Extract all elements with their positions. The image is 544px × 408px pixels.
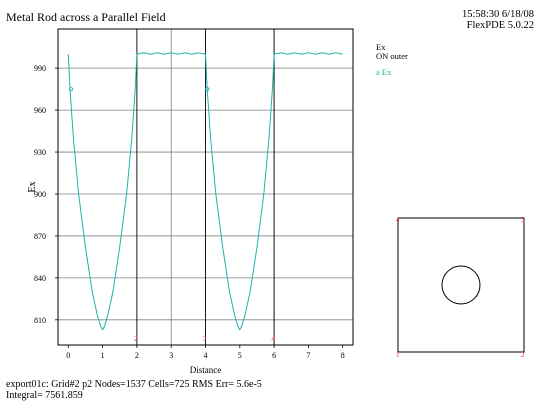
x-tick-label-0: 0 (66, 351, 70, 360)
x-tick-label-8: 8 (341, 351, 345, 360)
x-tick-label-6: 6 (272, 351, 276, 360)
inset-corner-label-1: 1 (396, 351, 400, 359)
boundary-marker-3: 3 (203, 335, 207, 343)
boundary-marker-2: 2 (134, 335, 138, 343)
domain-inset: 1 2 3 4 (396, 216, 525, 359)
footer-grid-stats: export01c: Grid#2 p2 Nodes=1537 Cells=72… (6, 379, 262, 390)
y-tick-label-840: 840 (34, 274, 46, 283)
boundary-marker-4: 4 (271, 335, 275, 343)
axis-ticks: 810 840 870 900 930 960 990 0 1 2 3 4 5 6 7 8 (34, 64, 345, 360)
inset-outer-square (397, 217, 525, 353)
y-tick-label-810: 810 (34, 316, 46, 325)
series-marker-1 (205, 87, 210, 92)
y-tick-label-870: 870 (34, 232, 46, 241)
y-tick-label-960: 960 (34, 106, 46, 115)
version-label: FlexPDE 5.0.22 (466, 20, 534, 31)
x-axis-label: Distance (190, 365, 222, 375)
series-marker-0 (69, 87, 74, 92)
y-tick-label-990: 990 (34, 64, 46, 73)
inset-corner-label-3: 3 (521, 216, 525, 224)
footer-info: export01c: Grid#2 p2 Nodes=1537 Cells=72… (6, 379, 262, 401)
y-tick-label-930: 930 (34, 148, 46, 157)
timestamp: 15:58:30 6/18/08 (461, 9, 534, 20)
inset-rod-circle (441, 265, 481, 305)
legend-context: ON outer (376, 51, 408, 61)
boundary-markers: 2 3 4 (134, 29, 275, 345)
footer-integral: Integral= 7561.859 (6, 390, 83, 401)
inset-corner-label-2: 2 (521, 351, 525, 359)
series-line-ex (67, 52, 343, 331)
chart-title: Metal Rod across a Parallel Field (6, 10, 166, 24)
legend-quantity: Ex (376, 42, 386, 52)
x-tick-label-7: 7 (306, 351, 310, 360)
legend: Ex ON outer a Ex (376, 43, 408, 77)
x-tick-label-2: 2 (135, 351, 139, 360)
y-axis-label: Ex (27, 181, 38, 192)
x-tick-label-3: 3 (169, 351, 173, 360)
x-tick-label-4: 4 (204, 351, 208, 360)
x-tick-label-1: 1 (101, 351, 105, 360)
x-tick-label-5: 5 (238, 351, 242, 360)
legend-series-ex: a Ex (376, 67, 392, 77)
series-wiggles (69, 87, 210, 92)
timestamp-block: 15:58:30 6/18/08 FlexPDE 5.0.22 (462, 9, 534, 31)
y-tick-label-900: 900 (34, 190, 46, 199)
inset-corner-label-4: 4 (396, 216, 400, 224)
